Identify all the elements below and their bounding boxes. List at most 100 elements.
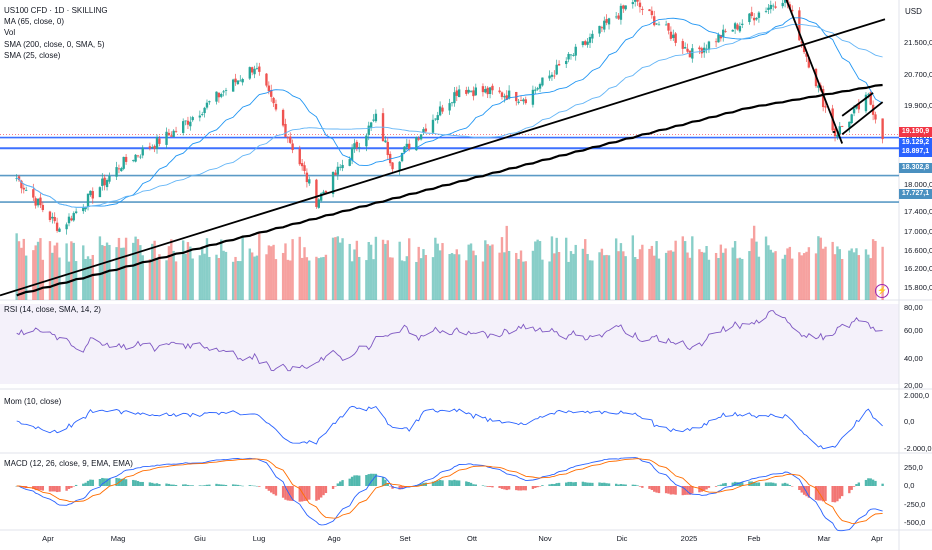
volume-bar (538, 241, 542, 300)
macd-histogram-bar (448, 480, 451, 486)
candle-body (802, 44, 806, 53)
rsi-title[interactable]: RSI (14, close, SMA, 14, 2) (4, 305, 101, 314)
macd-histogram-bar (574, 482, 577, 486)
candle-body (253, 68, 256, 75)
candle-body (384, 140, 387, 143)
macd-histogram-bar (217, 484, 221, 486)
macd-histogram-bar (234, 484, 237, 486)
macd-histogram-bar (91, 479, 94, 486)
sma25-line (16, 17, 883, 208)
candle-body (607, 18, 611, 25)
macd-histogram-bar (738, 482, 742, 486)
volume-bar (584, 239, 587, 300)
macd-histogram-bar (800, 486, 803, 493)
macd-histogram-bar (674, 486, 677, 495)
macd-histogram-bar (705, 486, 708, 490)
macd-histogram-bar (291, 486, 294, 501)
price-tag[interactable]: 18.897,1 (899, 147, 932, 157)
candle-body (167, 132, 171, 136)
volume-bar (786, 248, 789, 300)
volume-bar (284, 243, 287, 300)
macd-histogram-bar (255, 485, 259, 487)
volume-bar (567, 261, 570, 300)
lightning-icon[interactable]: ⚡ (875, 284, 889, 298)
candle-body (852, 108, 856, 114)
volume-bar (265, 254, 268, 300)
candle-body (186, 120, 190, 125)
rsi-tick-label: 20,00 (904, 381, 923, 390)
rsi-tick-label: 40,00 (904, 354, 923, 363)
candle-body (503, 96, 506, 98)
legend-ma65[interactable]: MA (65, close, 0) (4, 17, 65, 27)
legend-symbol[interactable]: US100 CFD · 1D · SKILLING (4, 6, 108, 15)
macd-histogram-bar (15, 486, 18, 487)
macd-histogram-bar (703, 486, 706, 491)
legend-sma25[interactable]: SMA (25, close) (4, 50, 61, 60)
candle-body (231, 79, 235, 92)
macd-histogram-bar (132, 479, 135, 486)
macd-path (16, 457, 883, 532)
macd-histogram-bar (500, 486, 504, 489)
macd-histogram-bar (831, 486, 834, 503)
candle-body (319, 193, 323, 201)
price-tag[interactable]: 19.190,9 (899, 127, 932, 137)
macd-histogram-bar (139, 481, 142, 486)
volume-bar (631, 235, 635, 300)
macd-histogram-bar (584, 482, 587, 486)
candle-body (731, 29, 734, 32)
volume-bar (771, 252, 775, 300)
candle-body (791, 9, 794, 12)
candle-body (255, 67, 259, 69)
macd-histogram-bar (524, 486, 527, 491)
candle-body (838, 126, 841, 135)
volume-bar (141, 255, 144, 300)
volume-bar (205, 238, 209, 300)
volume-bar (291, 239, 294, 300)
candle-body (798, 10, 801, 41)
legend-vol[interactable]: Vol (4, 28, 16, 38)
macd-histogram-bar (764, 482, 768, 486)
mom-title[interactable]: Mom (10, close) (4, 397, 62, 406)
volume-bar (848, 250, 851, 300)
volume-bar (400, 260, 404, 300)
candle-body (17, 176, 21, 181)
legend[interactable]: US100 CFD · 1D · SKILLING MA (65, close,… (4, 5, 108, 61)
macd-histogram-bar (741, 482, 744, 486)
candle-body (141, 147, 144, 156)
volume-bar (524, 261, 527, 300)
macd-histogram-bar (32, 486, 35, 489)
candle-body (667, 23, 670, 31)
macd-tick-label: 0,0 (904, 481, 915, 490)
candle-body (774, 6, 777, 8)
price-tag[interactable]: 19.129,2 (899, 138, 932, 148)
macd-histogram-bar (205, 484, 209, 486)
volume-bar (315, 256, 318, 300)
macd-histogram-bar (120, 478, 123, 486)
candle-body (198, 115, 202, 118)
legend-sma200[interactable]: SMA (200, close, 0, SMA, 5) (4, 39, 105, 49)
volume-bar (750, 238, 753, 300)
macd-histogram-bar (491, 486, 494, 488)
volume-bar (600, 248, 604, 300)
volume-bar (22, 238, 25, 300)
volume-bar (821, 248, 825, 300)
macd-histogram-bar (241, 485, 244, 487)
candle-body (738, 26, 742, 32)
currency-label[interactable]: USD (905, 7, 922, 16)
macd-title[interactable]: MACD (12, 26, close, 9, EMA, EMA) (4, 459, 133, 468)
candle-body (122, 156, 125, 169)
candle-body (108, 175, 111, 182)
macd-histogram-bar (833, 486, 837, 503)
trendlines[interactable] (0, 0, 886, 297)
volume-bar (436, 243, 439, 300)
price-tag[interactable]: 18.302,8 (899, 163, 932, 173)
price-tag[interactable]: 17.727,1 (899, 189, 932, 199)
candle-body (32, 189, 35, 198)
volume-bar (419, 258, 423, 300)
candle-body (705, 48, 708, 50)
macd-histogram-bar (605, 483, 608, 486)
time-tick-label: 2025 (680, 534, 698, 543)
candle-body (241, 78, 244, 83)
candle-body (70, 218, 73, 221)
